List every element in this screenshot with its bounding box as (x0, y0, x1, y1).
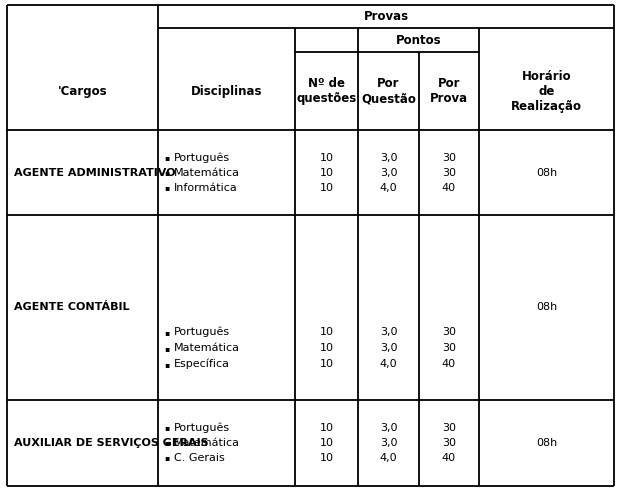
Text: 30: 30 (442, 343, 456, 353)
Text: 3,0: 3,0 (380, 438, 397, 448)
Text: Informática: Informática (174, 183, 238, 192)
Text: ▪: ▪ (164, 424, 169, 433)
Text: Provas: Provas (363, 10, 409, 23)
Text: 30: 30 (442, 438, 456, 448)
Text: 3,0: 3,0 (380, 327, 397, 337)
Text: 40: 40 (442, 183, 456, 192)
Text: Matemática: Matemática (174, 343, 240, 353)
Text: 4,0: 4,0 (379, 183, 397, 192)
Text: 10: 10 (319, 327, 333, 337)
Text: ▪: ▪ (164, 183, 169, 192)
Text: C. Gerais: C. Gerais (174, 453, 225, 463)
Text: 08h: 08h (536, 438, 557, 448)
Text: 10: 10 (319, 423, 333, 433)
Text: 08h: 08h (536, 302, 557, 312)
Text: Por
Questão: Por Questão (361, 77, 416, 105)
Text: 10: 10 (319, 438, 333, 448)
Text: 10: 10 (319, 167, 333, 178)
Text: 4,0: 4,0 (379, 359, 397, 369)
Text: 30: 30 (442, 327, 456, 337)
Text: ▪: ▪ (164, 168, 169, 177)
Text: ▪: ▪ (164, 327, 169, 337)
Text: 10: 10 (319, 343, 333, 353)
Text: AGENTE CONTÁBIL: AGENTE CONTÁBIL (14, 302, 130, 312)
Text: 3,0: 3,0 (380, 153, 397, 163)
Text: Pontos: Pontos (396, 33, 442, 47)
Text: Nº de
questões: Nº de questões (296, 77, 356, 105)
Text: ▪: ▪ (164, 153, 169, 162)
Text: 30: 30 (442, 423, 456, 433)
Text: Matemática: Matemática (174, 438, 240, 448)
Text: Disciplinas: Disciplinas (191, 84, 262, 98)
Text: 4,0: 4,0 (379, 453, 397, 463)
Text: Por
Prova: Por Prova (430, 77, 468, 105)
Text: Matemática: Matemática (174, 167, 240, 178)
Text: AUXILIAR DE SERVIÇOS GERAIS: AUXILIAR DE SERVIÇOS GERAIS (14, 438, 209, 448)
Text: 10: 10 (319, 153, 333, 163)
Text: 'Cargos: 'Cargos (58, 84, 107, 98)
Text: 30: 30 (442, 167, 456, 178)
Text: ▪: ▪ (164, 454, 169, 463)
Text: 10: 10 (319, 183, 333, 192)
Text: Específica: Específica (174, 359, 230, 369)
Text: 30: 30 (442, 153, 456, 163)
Text: Português: Português (174, 423, 230, 433)
Text: 3,0: 3,0 (380, 423, 397, 433)
Text: 08h: 08h (536, 167, 557, 178)
Text: 3,0: 3,0 (380, 167, 397, 178)
Text: 10: 10 (319, 359, 333, 369)
Text: 10: 10 (319, 453, 333, 463)
Text: 3,0: 3,0 (380, 343, 397, 353)
Text: 40: 40 (442, 359, 456, 369)
Text: Português: Português (174, 327, 230, 337)
Text: AGENTE ADMINISTRATIVO: AGENTE ADMINISTRATIVO (14, 167, 176, 178)
Text: Português: Português (174, 152, 230, 163)
Text: ▪: ▪ (164, 438, 169, 447)
Text: 40: 40 (442, 453, 456, 463)
Text: ▪: ▪ (164, 360, 169, 369)
Text: ▪: ▪ (164, 344, 169, 353)
Text: Horário
de
Realização: Horário de Realização (511, 70, 582, 112)
